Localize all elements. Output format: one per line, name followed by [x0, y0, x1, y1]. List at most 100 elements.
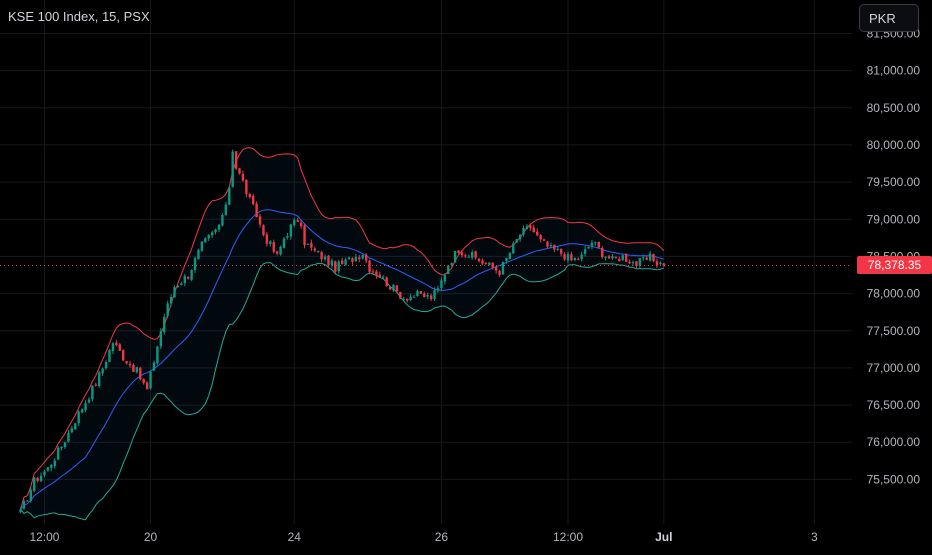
- candle-body: [354, 256, 358, 261]
- candle-body: [19, 509, 22, 513]
- candle-body: [125, 361, 128, 364]
- candle-body: [429, 295, 433, 300]
- candle-body: [645, 257, 648, 260]
- candle-body: [29, 489, 32, 501]
- candle-body: [361, 255, 364, 259]
- candle-body: [498, 271, 501, 276]
- x-tick-label: Jul: [655, 530, 672, 544]
- candle-body: [477, 258, 481, 262]
- candle-body: [104, 362, 108, 369]
- candle-body: [378, 274, 382, 278]
- y-tick-label: 78,000.00: [867, 287, 921, 301]
- candle-body: [611, 256, 614, 259]
- candle-body: [306, 243, 310, 245]
- x-tick-label: 12:00: [553, 530, 583, 544]
- candle-body: [553, 244, 556, 250]
- candle-body: [436, 288, 440, 291]
- candle-body: [221, 215, 224, 226]
- candle-body: [224, 204, 228, 216]
- candle-body: [385, 277, 388, 287]
- candle-body: [248, 194, 251, 198]
- candle-body: [402, 298, 405, 300]
- candle-body: [375, 271, 378, 276]
- candle-body: [590, 242, 594, 246]
- candle-body: [87, 399, 91, 403]
- candle-body: [371, 271, 375, 273]
- candle-body: [618, 258, 621, 262]
- candle-body: [443, 275, 447, 282]
- candle-body: [293, 219, 296, 226]
- candle-body: [207, 235, 210, 239]
- candle-body: [566, 253, 570, 261]
- candle-body: [163, 316, 166, 333]
- candle-body: [176, 285, 180, 287]
- candle-body: [77, 411, 80, 424]
- y-tick-label: 76,000.00: [867, 435, 921, 449]
- candle-body: [74, 423, 77, 430]
- candle-body: [347, 257, 351, 259]
- candle-body: [532, 227, 535, 233]
- y-tick-label: 80,500.00: [867, 101, 921, 115]
- candle-body: [392, 284, 395, 291]
- candle-body: [139, 367, 142, 380]
- candle-body: [118, 344, 121, 351]
- candle-body: [135, 367, 139, 373]
- currency-button[interactable]: PKR: [859, 4, 919, 32]
- candle-body: [286, 236, 289, 238]
- candle-body: [628, 261, 631, 264]
- candle-body: [84, 403, 87, 411]
- candle-body: [508, 253, 512, 259]
- candle-body: [186, 276, 190, 279]
- candle-body: [652, 254, 655, 262]
- candle-body: [351, 258, 354, 262]
- candle-body: [607, 256, 611, 259]
- candle-body: [252, 196, 255, 205]
- candle-body: [149, 371, 152, 389]
- candle-body: [405, 298, 409, 301]
- candle-body: [275, 251, 279, 254]
- candle-body: [382, 276, 385, 278]
- candle-body: [108, 350, 111, 362]
- candle-body: [166, 303, 169, 316]
- candle-body: [423, 293, 426, 298]
- candle-body: [67, 432, 70, 442]
- candle-body: [200, 241, 204, 251]
- candle-body: [388, 286, 392, 290]
- candle-body: [214, 229, 217, 233]
- candle-body: [556, 248, 559, 250]
- candle-body: [245, 180, 248, 194]
- y-tick-label: 77,500.00: [867, 324, 921, 338]
- candle-body: [193, 258, 197, 271]
- candle-body: [269, 241, 272, 245]
- candle-body: [577, 258, 580, 260]
- candle-body: [570, 254, 573, 261]
- candle-body: [426, 295, 429, 297]
- candle-body: [457, 250, 460, 254]
- candle-body: [43, 471, 46, 476]
- candle-body: [368, 260, 371, 272]
- candle-body: [518, 234, 522, 240]
- candle-body: [272, 242, 275, 252]
- candle-body: [234, 151, 238, 169]
- bollinger-bands: [20, 147, 665, 521]
- candle-body: [522, 227, 525, 235]
- candle-body: [450, 263, 453, 266]
- candle-body: [364, 254, 368, 261]
- y-tick-label: 77,000.00: [867, 361, 921, 375]
- candle-body: [648, 253, 652, 261]
- candle-body: [156, 346, 159, 364]
- candle-body: [638, 258, 642, 266]
- candle-body: [573, 257, 577, 260]
- candle-body: [173, 287, 176, 298]
- x-axis: 12:00 20 24 26 12:00 Jul 3: [29, 530, 818, 544]
- candle-body: [494, 266, 498, 271]
- candle-body: [655, 261, 659, 265]
- candle-body: [340, 260, 344, 264]
- candle-body: [529, 225, 532, 228]
- candle-body: [412, 296, 416, 298]
- candle-body: [262, 225, 265, 236]
- candle-body: [94, 384, 98, 386]
- candle-body: [334, 261, 337, 272]
